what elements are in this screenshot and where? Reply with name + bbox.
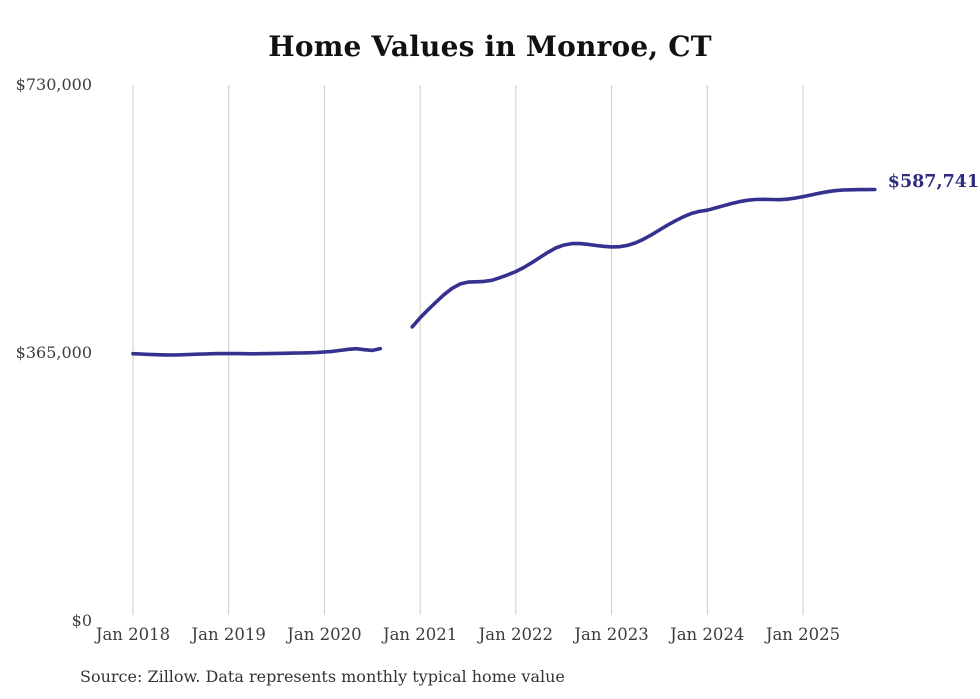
current-value-label: $587,741 [887, 172, 980, 193]
y-axis-tick-label: $365,000 [15, 343, 92, 362]
x-axis-tick-label: Jan 2019 [191, 625, 266, 644]
y-axis-tick-label: $730,000 [15, 75, 92, 94]
chart-line-segment [410, 187, 877, 329]
x-axis-tick-label: Jan 2018 [95, 625, 171, 644]
y-axis-tick-label: $0 [71, 611, 92, 630]
x-axis-tick-label: Jan 2021 [382, 625, 458, 644]
source-note: Source: Zillow. Data represents monthly … [80, 667, 565, 686]
x-axis-tick-label: Jan 2020 [287, 625, 362, 644]
x-axis-tick-label: Jan 2023 [574, 625, 649, 644]
chart-title: Home Values in Monroe, CT [268, 30, 712, 63]
x-axis-tick-label: Jan 2022 [478, 625, 553, 644]
chart-line-segment [131, 346, 383, 357]
x-axis-tick-label: Jan 2024 [670, 625, 745, 644]
x-axis-tick-label: Jan 2025 [765, 625, 841, 644]
